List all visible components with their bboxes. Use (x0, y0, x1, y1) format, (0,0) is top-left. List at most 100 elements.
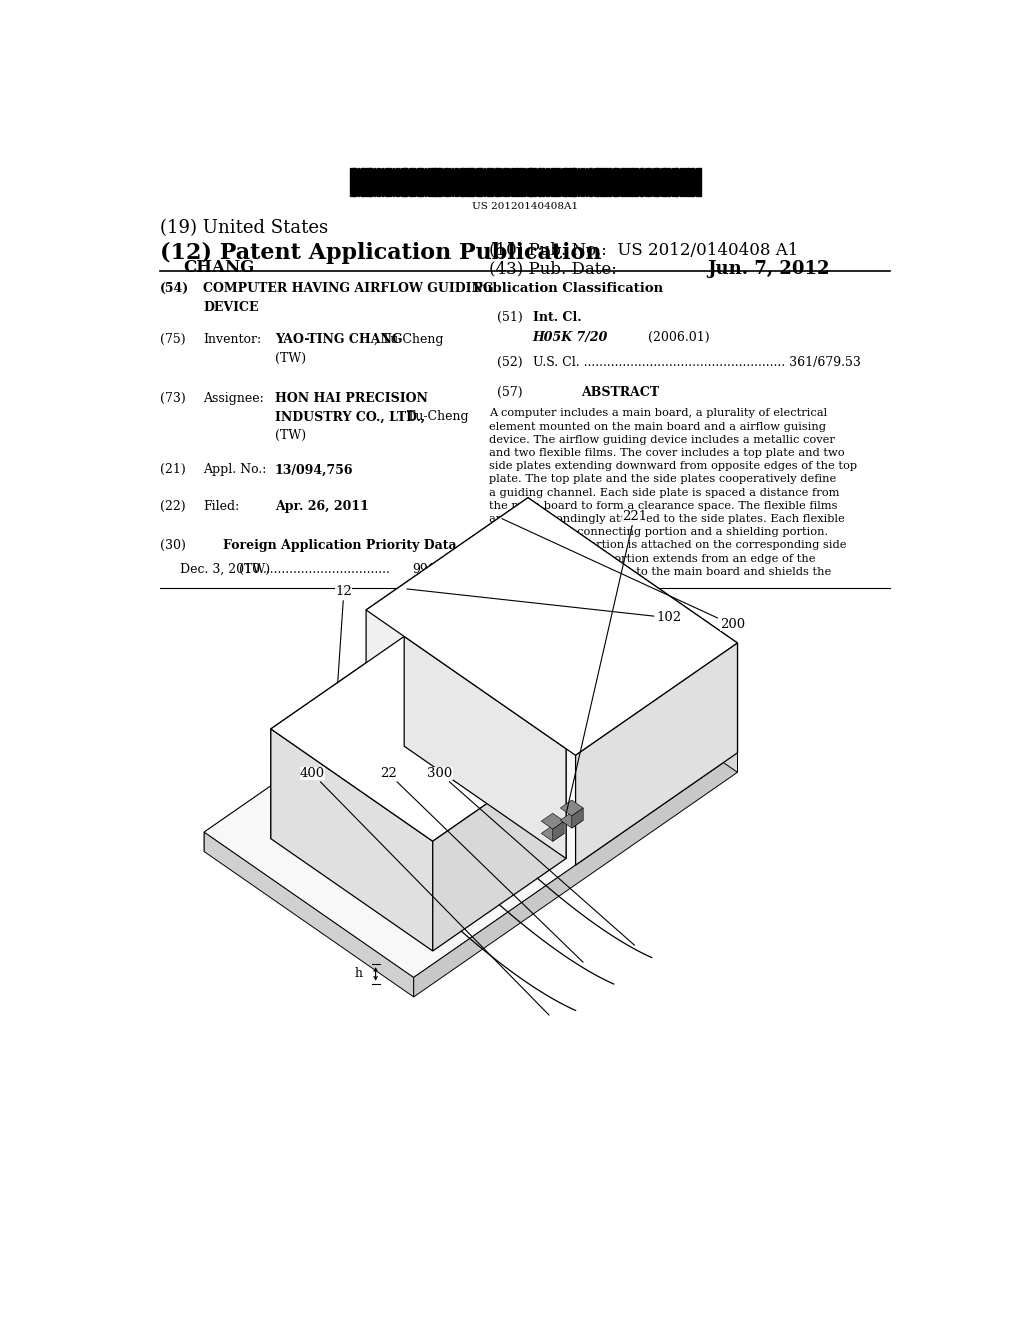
Bar (411, 168, 412, 195)
Bar (435, 168, 436, 195)
Bar (590, 168, 591, 195)
Bar (688, 168, 689, 195)
Bar (353, 168, 354, 195)
Text: , Tu-Cheng: , Tu-Cheng (374, 333, 443, 346)
Polygon shape (560, 800, 584, 816)
Bar (634, 168, 636, 195)
Bar (470, 168, 471, 195)
Polygon shape (528, 498, 737, 752)
Text: H05K 7/20: H05K 7/20 (532, 331, 608, 345)
Bar (479, 168, 480, 195)
Text: DEVICE: DEVICE (204, 301, 259, 314)
Bar (457, 168, 459, 195)
Bar (419, 168, 421, 195)
Bar (487, 168, 488, 195)
Text: .................................: ................................. (263, 562, 391, 576)
Bar (530, 168, 531, 195)
Text: (TW): (TW) (240, 562, 270, 576)
Bar (680, 168, 682, 195)
Bar (361, 168, 362, 195)
Polygon shape (204, 607, 737, 977)
Bar (543, 168, 545, 195)
Text: 400: 400 (300, 767, 549, 1015)
Bar (628, 168, 629, 195)
Text: Foreign Application Priority Data: Foreign Application Priority Data (223, 539, 457, 552)
Polygon shape (433, 748, 566, 950)
Bar (647, 168, 648, 195)
Bar (697, 168, 699, 195)
Text: h: h (354, 968, 362, 981)
Polygon shape (204, 607, 528, 851)
Bar (404, 168, 407, 195)
Bar (696, 168, 697, 195)
Bar (666, 168, 668, 195)
Text: INDUSTRY CO., LTD.,: INDUSTRY CO., LTD., (274, 411, 425, 424)
Bar (398, 168, 399, 195)
Bar (573, 168, 575, 195)
Polygon shape (270, 636, 404, 838)
Text: (52): (52) (497, 355, 522, 368)
Bar (551, 168, 552, 195)
Text: 300: 300 (427, 767, 635, 945)
Text: Filed:: Filed: (204, 500, 240, 513)
Bar (640, 168, 642, 195)
Bar (665, 168, 666, 195)
Bar (450, 168, 451, 195)
Text: (21): (21) (160, 463, 185, 477)
Polygon shape (542, 825, 564, 841)
Text: Dec. 3, 2010: Dec. 3, 2010 (179, 562, 260, 576)
Text: Appl. No.:: Appl. No.: (204, 463, 267, 477)
Bar (613, 168, 614, 195)
Bar (645, 168, 646, 195)
Bar (599, 168, 600, 195)
Bar (406, 168, 408, 195)
Bar (382, 168, 383, 195)
Bar (528, 168, 530, 195)
Bar (438, 168, 439, 195)
Bar (488, 168, 490, 195)
Polygon shape (542, 813, 564, 829)
Bar (553, 168, 554, 195)
Bar (352, 168, 353, 195)
Polygon shape (414, 752, 737, 997)
Text: ABSTRACT: ABSTRACT (581, 385, 659, 399)
Polygon shape (204, 832, 414, 997)
Bar (600, 168, 602, 195)
Bar (687, 168, 688, 195)
Bar (596, 168, 598, 195)
Bar (564, 168, 566, 195)
Text: (TW): (TW) (274, 351, 306, 364)
Bar (532, 168, 534, 195)
Bar (460, 168, 462, 195)
Text: 99142067: 99142067 (412, 562, 475, 576)
Bar (668, 168, 669, 195)
Bar (521, 168, 522, 195)
Text: (22): (22) (160, 500, 185, 513)
Bar (631, 168, 632, 195)
Text: 102: 102 (407, 589, 682, 624)
Bar (568, 168, 570, 195)
Text: HON HAI PRECISION: HON HAI PRECISION (274, 392, 428, 405)
Text: (10) Pub. No.:  US 2012/0140408 A1: (10) Pub. No.: US 2012/0140408 A1 (489, 242, 799, 259)
Bar (430, 168, 432, 195)
Text: (73): (73) (160, 392, 185, 405)
Text: (30): (30) (160, 539, 185, 552)
Bar (478, 168, 479, 195)
Bar (490, 168, 492, 195)
Text: (12) Patent Application Publication: (12) Patent Application Publication (160, 242, 601, 264)
Bar (500, 168, 502, 195)
Text: YAO-TING CHANG: YAO-TING CHANG (274, 333, 402, 346)
Bar (536, 168, 537, 195)
Bar (422, 168, 423, 195)
Bar (497, 168, 498, 195)
Bar (511, 168, 513, 195)
Text: U.S. Cl. .................................................... 361/679.53: U.S. Cl. ...............................… (532, 355, 860, 368)
Bar (468, 168, 469, 195)
Bar (534, 168, 535, 195)
Polygon shape (571, 808, 584, 828)
Bar (676, 168, 677, 195)
Text: Inventor:: Inventor: (204, 333, 261, 346)
Text: A computer includes a main board, a plurality of electrical
element mounted on t: A computer includes a main board, a plur… (489, 408, 857, 590)
Text: Jun. 7, 2012: Jun. 7, 2012 (708, 260, 829, 279)
Bar (370, 168, 371, 195)
